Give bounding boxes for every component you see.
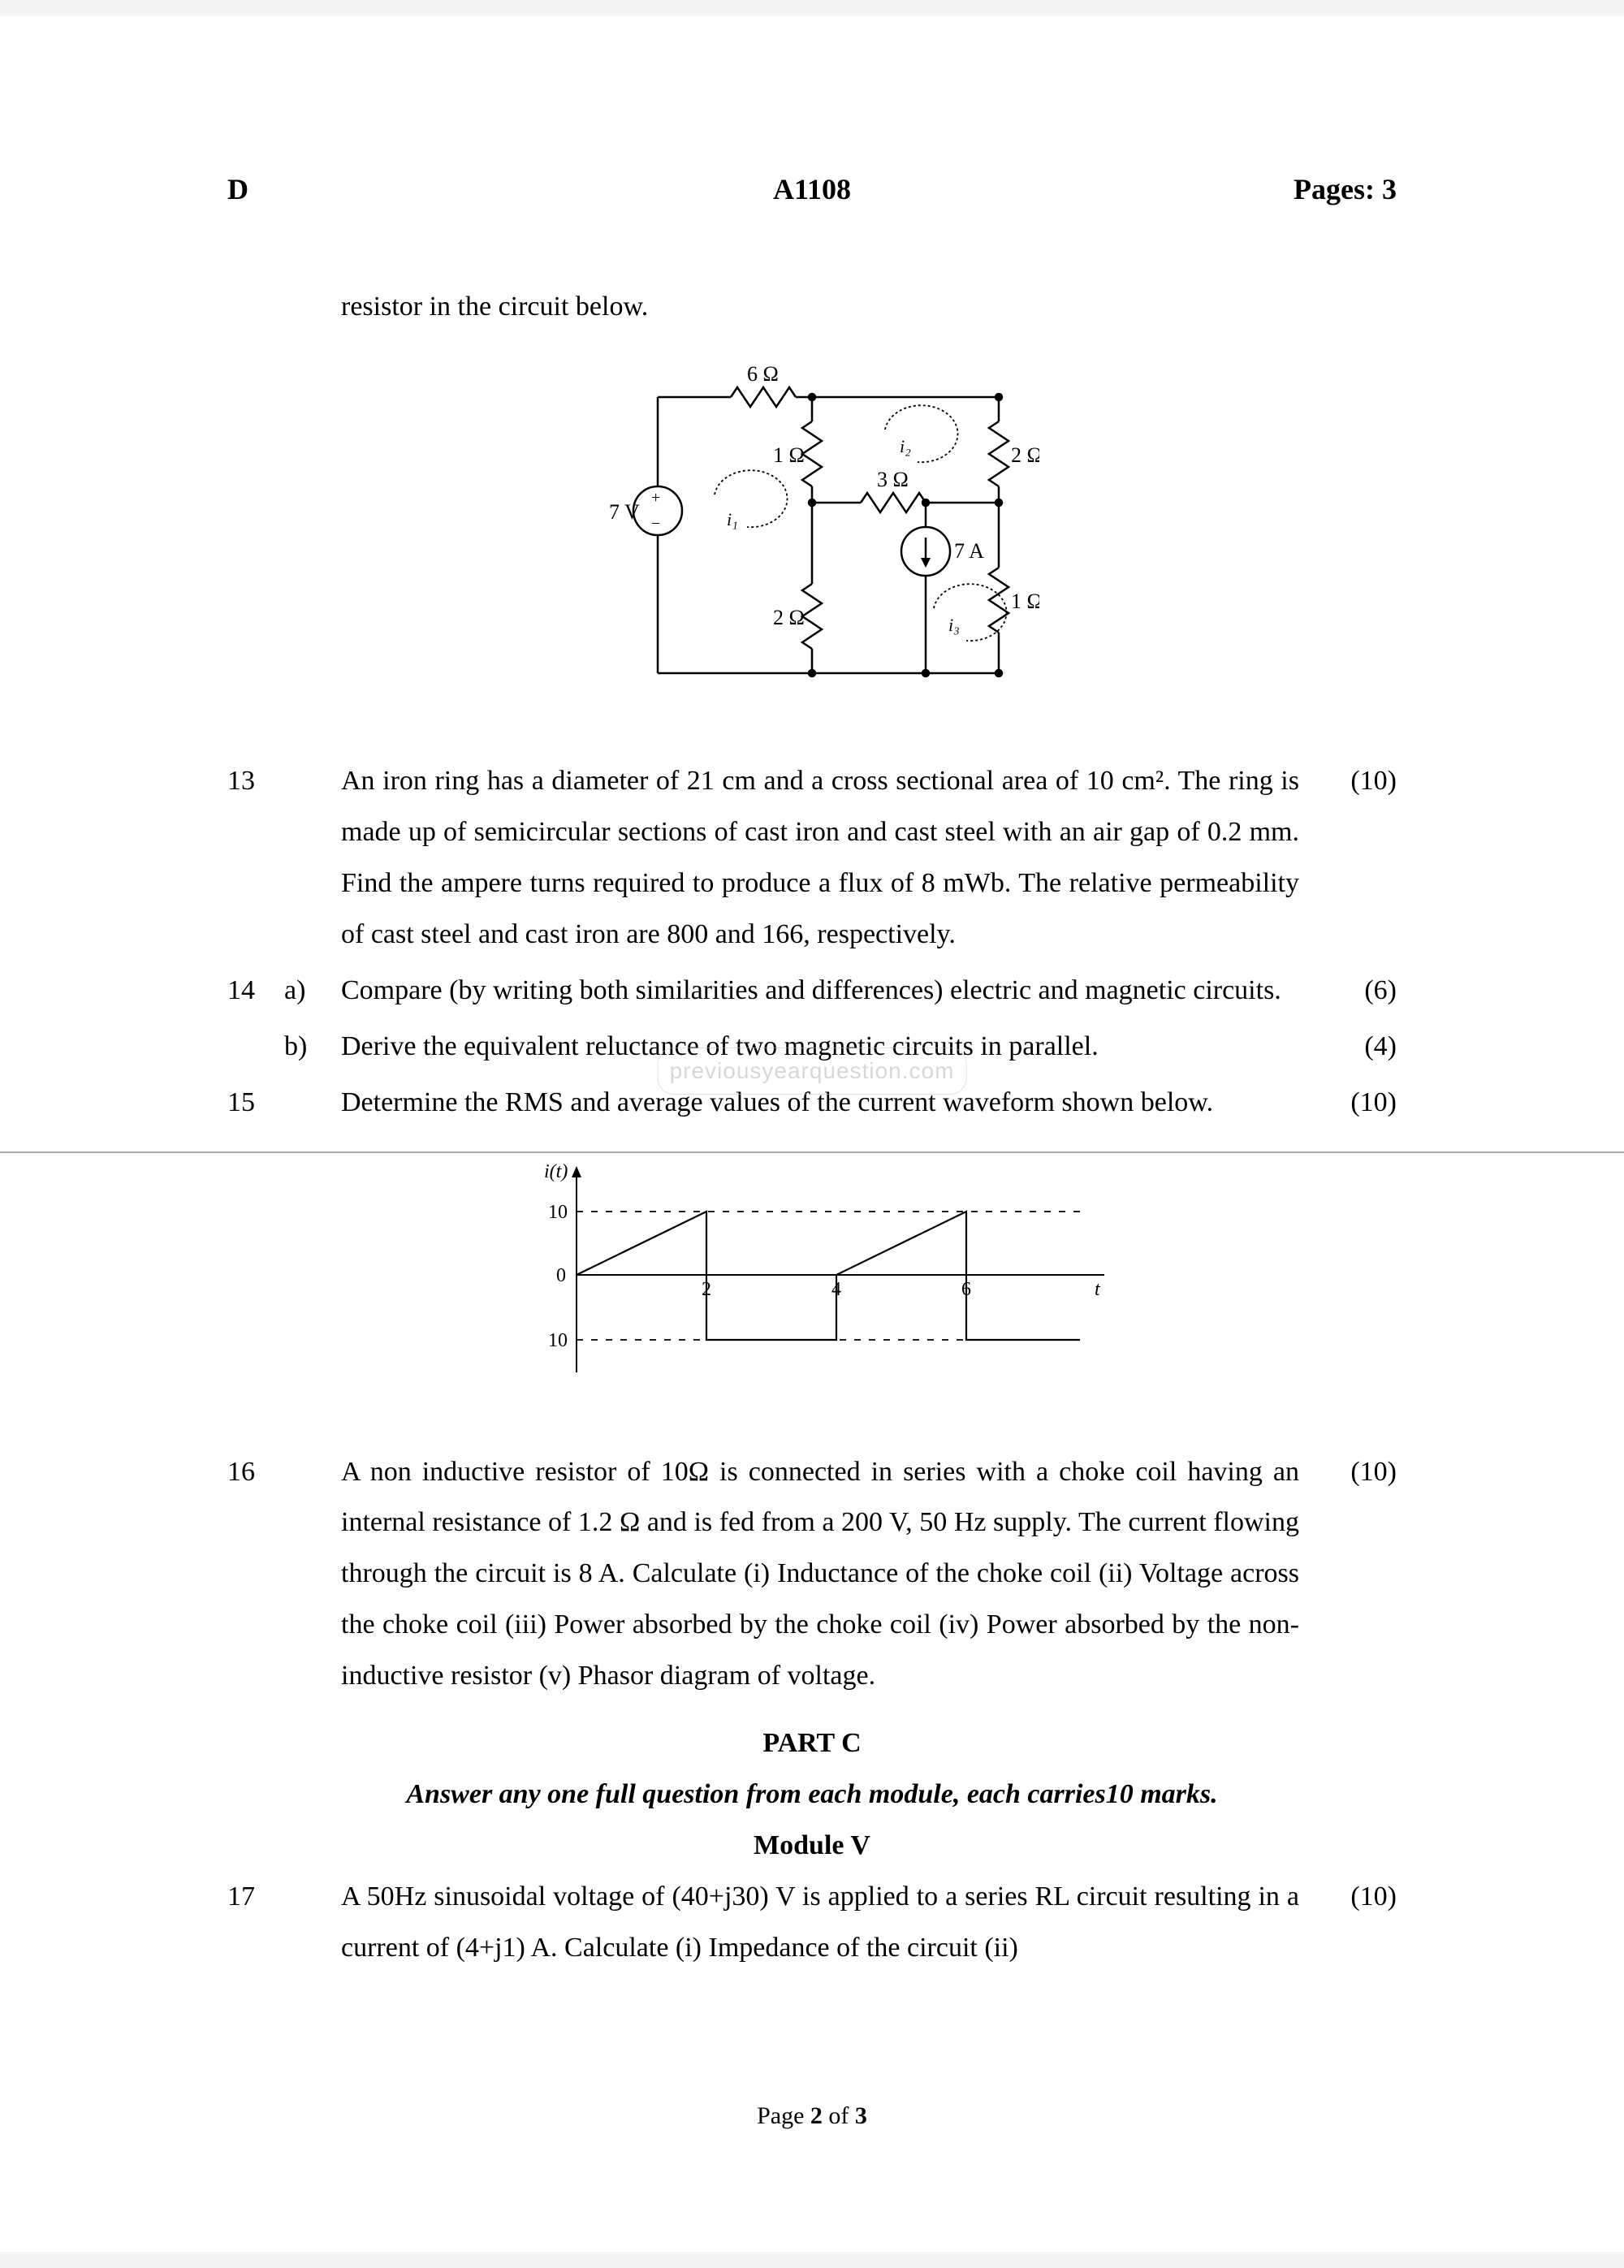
svg-text:0: 0 (556, 1265, 566, 1286)
circuit-diagram: 7 V + − 6 Ω (227, 348, 1397, 715)
part-c-title: PART C (227, 1718, 1397, 1769)
continuation-text: resistor in the circuit below. (341, 282, 1397, 333)
question-marks: (10) (1332, 1078, 1397, 1129)
svg-text:2: 2 (702, 1279, 711, 1300)
svg-text:i₃: i₃ (948, 615, 960, 635)
question-text: A non inductive resistor of 10Ω is conne… (341, 1447, 1332, 1702)
question-subpart: a) (284, 966, 341, 1017)
page-footer: Page 2 of 3 (0, 2093, 1624, 2139)
r-3ohm-label: 3 Ω (877, 468, 909, 491)
question-marks: (10) (1332, 1872, 1397, 1923)
question-marks: (4) (1332, 1022, 1397, 1073)
exam-page: D A1108 Pages: 3 resistor in the circuit… (0, 16, 1624, 2252)
question-number: 15 (227, 1078, 284, 1129)
question-row-16: 16 A non inductive resistor of 10Ω is co… (227, 1447, 1397, 1702)
question-text: An iron ring has a diameter of 21 cm and… (341, 756, 1332, 961)
svg-text:i₁: i₁ (727, 509, 738, 529)
footer-current-page: 2 (810, 2102, 823, 2129)
r-1ohm-bot-label: 1 Ω (1011, 590, 1039, 613)
question-row-14b: b) Derive the equivalent reluctance of t… (227, 1022, 1397, 1073)
footer-total-pages: 3 (855, 2102, 867, 2129)
question-row-15: 15 Determine the RMS and average values … (227, 1078, 1397, 1129)
r-6ohm-label: 6 Ω (747, 362, 779, 386)
footer-mid: of (823, 2102, 855, 2129)
svg-text:4: 4 (831, 1279, 841, 1300)
question-text: Compare (by writing both similarities an… (341, 966, 1332, 1017)
svg-text:−: − (651, 515, 660, 533)
question-marks: (10) (1332, 1447, 1397, 1498)
header-paper-code: A1108 (390, 162, 1234, 217)
question-row-17: 17 A 50Hz sinusoidal voltage of (40+j30)… (227, 1872, 1397, 1974)
scan-artifact-line (0, 1151, 1624, 1153)
header-code-left: D (227, 162, 390, 217)
footer-prefix: Page (757, 2102, 810, 2129)
svg-text:6: 6 (961, 1279, 971, 1300)
waveform-ylabel: i(t) (544, 1161, 568, 1182)
page-header: D A1108 Pages: 3 (227, 162, 1397, 217)
svg-text:10: 10 (548, 1330, 568, 1351)
vsrc-label: 7 V (609, 500, 640, 524)
svg-text:10: 10 (548, 1202, 568, 1223)
isrc-label: 7 A (954, 539, 984, 563)
question-number: 17 (227, 1872, 284, 1923)
waveform-xlabel: t (1095, 1279, 1101, 1300)
question-marks: (6) (1332, 966, 1397, 1017)
question-number: 16 (227, 1447, 284, 1498)
module-title: Module V (227, 1821, 1397, 1872)
part-c-instruction: Answer any one full question from each m… (227, 1769, 1397, 1821)
waveform-diagram: i(t) t 10 0 10 2 4 6 (227, 1153, 1397, 1406)
r-2ohm-top-label: 2 Ω (1011, 443, 1039, 467)
svg-text:+: + (651, 489, 660, 507)
question-number: 14 (227, 966, 284, 1017)
question-text: Derive the equivalent reluctance of two … (341, 1022, 1332, 1073)
r-1ohm-top-label: 1 Ω (773, 443, 805, 467)
question-row-13: 13 An iron ring has a diameter of 21 cm … (227, 756, 1397, 961)
question-text: Determine the RMS and average values of … (341, 1078, 1332, 1129)
question-row-14a: 14 a) Compare (by writing both similarit… (227, 966, 1397, 1017)
question-number: 13 (227, 756, 284, 807)
svg-text:i₂: i₂ (900, 436, 911, 456)
question-text: A 50Hz sinusoidal voltage of (40+j30) V … (341, 1872, 1332, 1974)
header-pages: Pages: 3 (1234, 162, 1397, 217)
question-subpart: b) (284, 1022, 341, 1073)
r-2ohm-bot-label: 2 Ω (773, 606, 805, 629)
question-marks: (10) (1332, 756, 1397, 807)
